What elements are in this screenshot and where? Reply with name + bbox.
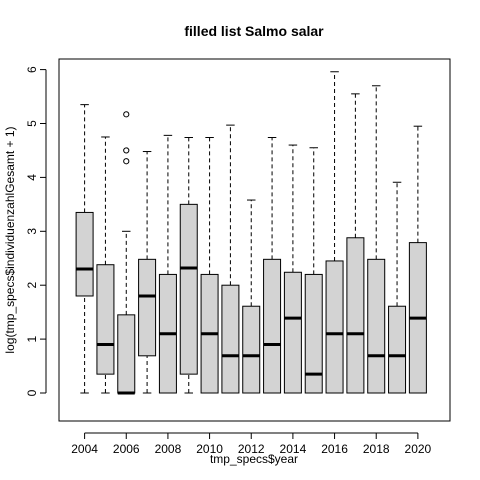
box [117,314,136,394]
box-group-2004 [75,104,94,394]
box-group-2007 [138,151,157,394]
box [388,305,407,394]
box-group-2008 [158,134,177,394]
box [96,264,115,375]
y-tick-label: 1 [25,335,39,342]
x-tick-label: 2004 [71,442,98,456]
chart-title: filled list Salmo salar [184,23,324,39]
x-tick-label: 2006 [113,442,140,456]
x-tick-label: 2010 [196,442,223,456]
x-tick-label: 2014 [280,442,307,456]
y-axis-label: log(tmp_specs$individuenzahlGesamt + 1) [3,126,17,353]
box-group-2018 [367,85,386,394]
y-tick-label: 6 [25,66,39,73]
plot-frame [58,58,451,422]
box [304,273,323,394]
box [283,271,302,394]
box-group-2006 [117,111,136,395]
box-group-2014 [283,144,302,394]
box-group-2017 [346,93,365,394]
y-tick-label: 3 [25,228,39,235]
box-group-2019 [388,181,407,394]
outlier-point [123,158,130,165]
box-group-2005 [96,136,115,394]
box [75,211,94,297]
box [263,258,282,394]
box-group-2009 [179,137,198,394]
box-group-2016 [325,71,344,394]
y-tick-label: 0 [25,389,39,396]
box [325,260,344,394]
x-tick-label: 2008 [155,442,182,456]
box [179,203,198,375]
box [242,305,261,394]
x-tick-label: 2020 [405,442,432,456]
x-axis-label: tmp_specs$year [210,452,298,466]
y-tick-label: 4 [25,174,39,181]
x-tick-label: 2018 [363,442,390,456]
outlier-point [123,111,130,118]
y-tick-label: 5 [25,120,39,127]
box-group-2015 [304,147,323,394]
box-group-2011 [221,124,240,394]
box [221,284,240,394]
x-tick-label: 2016 [321,442,348,456]
box-group-2020 [408,125,427,394]
x-tick-label: 2012 [238,442,265,456]
box [138,258,157,357]
box-group-2010 [200,137,219,394]
outlier-point [123,147,130,154]
box [367,258,386,394]
y-tick-label: 2 [25,282,39,289]
box-group-2012 [242,199,261,394]
box [346,237,365,394]
box-group-2013 [263,137,282,394]
